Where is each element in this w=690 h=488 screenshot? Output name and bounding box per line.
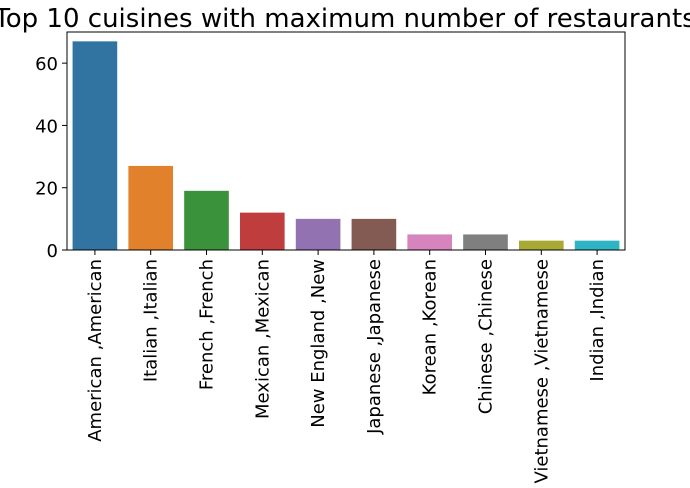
bar-2	[184, 190, 229, 250]
plot-frame	[66, 31, 626, 251]
x-tick-label-9: Indian ,Indian	[587, 259, 608, 382]
chart-title: Top 10 cuisines with maximum number of r…	[0, 4, 690, 34]
x-tick-label-7: Chinese ,Chinese	[476, 259, 497, 414]
y-tick-label-3: 60	[35, 54, 58, 75]
y-tick-label-0: 0	[47, 241, 58, 262]
bar-9	[574, 240, 620, 250]
x-tick-label-8: Vietnamese ,Vietnamese	[531, 259, 552, 484]
x-tick-label-0: American ,American	[85, 259, 106, 442]
x-tick-label-6: Korean ,Korean	[420, 259, 441, 395]
x-tick-label-2: French ,French	[197, 259, 218, 390]
bar-4	[295, 218, 341, 250]
bar-1	[128, 165, 174, 250]
bar-5	[351, 218, 397, 250]
x-tick-label-3: Mexican ,Mexican	[252, 259, 273, 419]
bars-group	[72, 41, 620, 250]
y-axis: 0 20 40 60	[35, 54, 67, 262]
x-axis: American ,American Italian ,Italian French…	[85, 250, 608, 484]
x-tick-label-4: New England ,New	[308, 259, 329, 428]
x-tick-label-5: Japanese ,Japanese	[364, 259, 385, 435]
bar-6	[407, 234, 453, 250]
bar-7	[463, 234, 508, 250]
bar-3	[239, 212, 285, 250]
y-tick-label-2: 40	[35, 116, 58, 137]
x-tick-label-1: Italian ,Italian	[141, 259, 162, 382]
bar-8	[518, 240, 564, 250]
bar-0	[72, 41, 118, 250]
y-tick-label-1: 20	[35, 179, 58, 200]
